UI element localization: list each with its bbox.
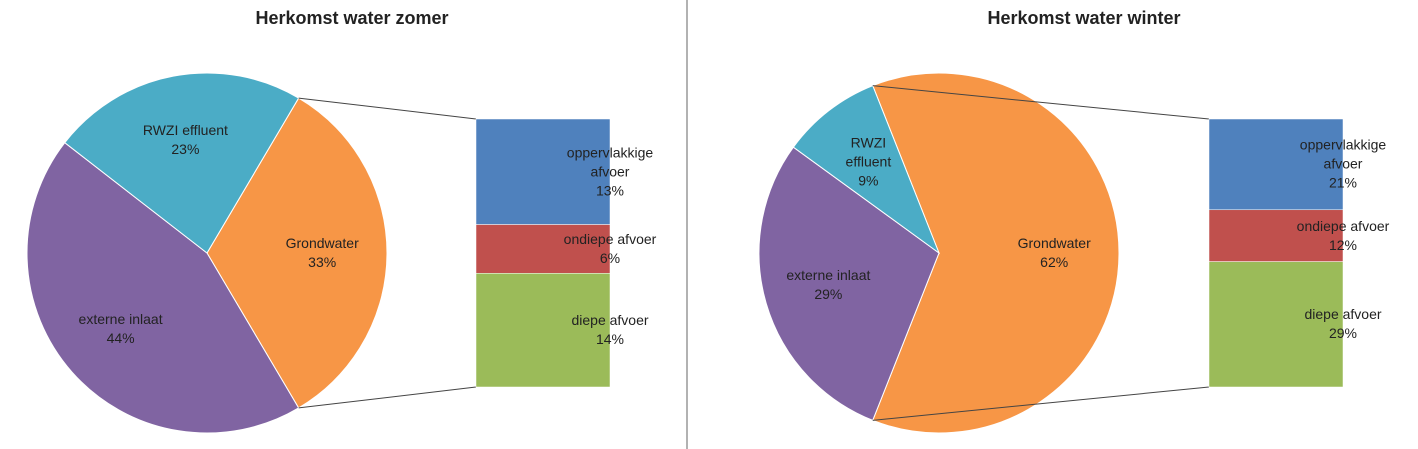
bar-category: oppervlakkige afvoer <box>566 144 654 180</box>
bar-value: 29% <box>1328 325 1358 342</box>
bar-segment <box>1208 118 1344 211</box>
bar-category: oppervlakkige afvoer <box>1299 136 1387 172</box>
pie-slice <box>792 84 941 255</box>
pie-slice <box>206 97 388 409</box>
slice-category: RWZI effluent <box>142 121 228 138</box>
slice-category: externe inlaat <box>786 267 871 284</box>
slice-label: RWZI effluent 9% <box>833 133 903 190</box>
slice-value: 23% <box>171 140 200 157</box>
slice-category: externe inlaat <box>78 311 163 328</box>
slice-category: Grondwater <box>1017 235 1091 251</box>
pie-slice <box>26 141 300 434</box>
slice-label: Grondwater 33% <box>252 234 392 272</box>
bar-label: diepe afvoer 29% <box>1281 305 1406 343</box>
bar-label: ondiepe afvoer 12% <box>1281 217 1406 255</box>
slice-value: 9% <box>858 172 879 189</box>
bar-label: oppervlakkige afvoer 21% <box>1281 136 1406 193</box>
slice-label: externe inlaat 44% <box>51 310 191 348</box>
bar-segment <box>475 273 611 388</box>
slice-value: 62% <box>1040 254 1069 270</box>
bar-value: 12% <box>1328 236 1358 253</box>
slice-label: Grondwater 62% <box>984 234 1124 272</box>
bar-value: 6% <box>599 249 621 266</box>
connector <box>298 97 477 120</box>
slice-value: 33% <box>308 254 337 270</box>
chart-title: Herkomst water zomer <box>255 8 449 28</box>
bar-value: 13% <box>595 182 625 199</box>
bar-value: 14% <box>595 331 625 348</box>
slice-value: 44% <box>106 330 135 347</box>
pie-slice <box>64 72 300 254</box>
bar-category: diepe afvoer <box>1304 306 1382 323</box>
connector <box>872 85 1210 120</box>
bar-segment <box>475 224 611 274</box>
bar-label: diepe afvoer 14% <box>560 311 660 349</box>
slice-category: RWZI effluent <box>845 134 892 170</box>
connector <box>298 386 477 409</box>
bar-label: oppervlakkige afvoer 13% <box>560 143 660 200</box>
bar-segment <box>475 118 611 225</box>
bar-category: ondiepe afvoer <box>563 230 657 247</box>
pie-slice <box>872 72 1120 434</box>
slice-label: RWZI effluent 23% <box>115 121 255 159</box>
connector <box>872 386 1210 421</box>
pie-slice <box>758 146 940 422</box>
bar-label: ondiepe afvoer 6% <box>560 230 660 268</box>
chart-title: Herkomst water winter <box>987 8 1181 28</box>
bar-value: 21% <box>1328 174 1358 191</box>
bar-category: diepe afvoer <box>571 312 649 329</box>
bar-category: ondiepe afvoer <box>1296 217 1390 234</box>
slice-category: Grondwater <box>285 235 359 251</box>
slice-value: 29% <box>814 286 843 303</box>
bar-segment <box>1208 261 1344 388</box>
slice-label: externe inlaat 29% <box>758 266 898 304</box>
